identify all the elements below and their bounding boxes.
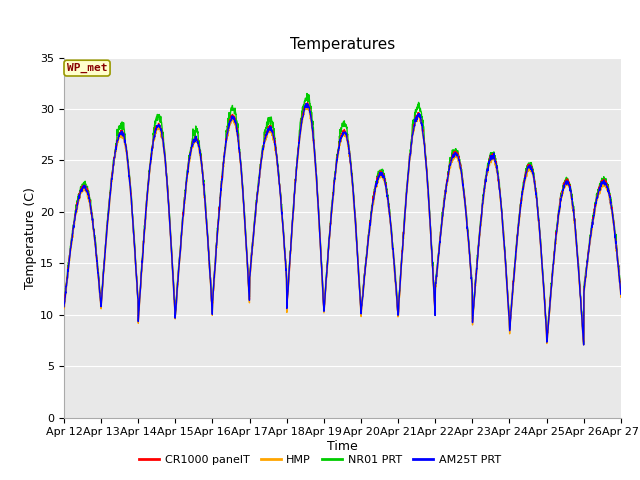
Y-axis label: Temperature (C): Temperature (C) — [24, 187, 37, 288]
Title: Temperatures: Temperatures — [290, 37, 395, 52]
Text: WP_met: WP_met — [67, 63, 108, 73]
Legend: CR1000 panelT, HMP, NR01 PRT, AM25T PRT: CR1000 panelT, HMP, NR01 PRT, AM25T PRT — [135, 451, 505, 469]
X-axis label: Time: Time — [327, 440, 358, 453]
